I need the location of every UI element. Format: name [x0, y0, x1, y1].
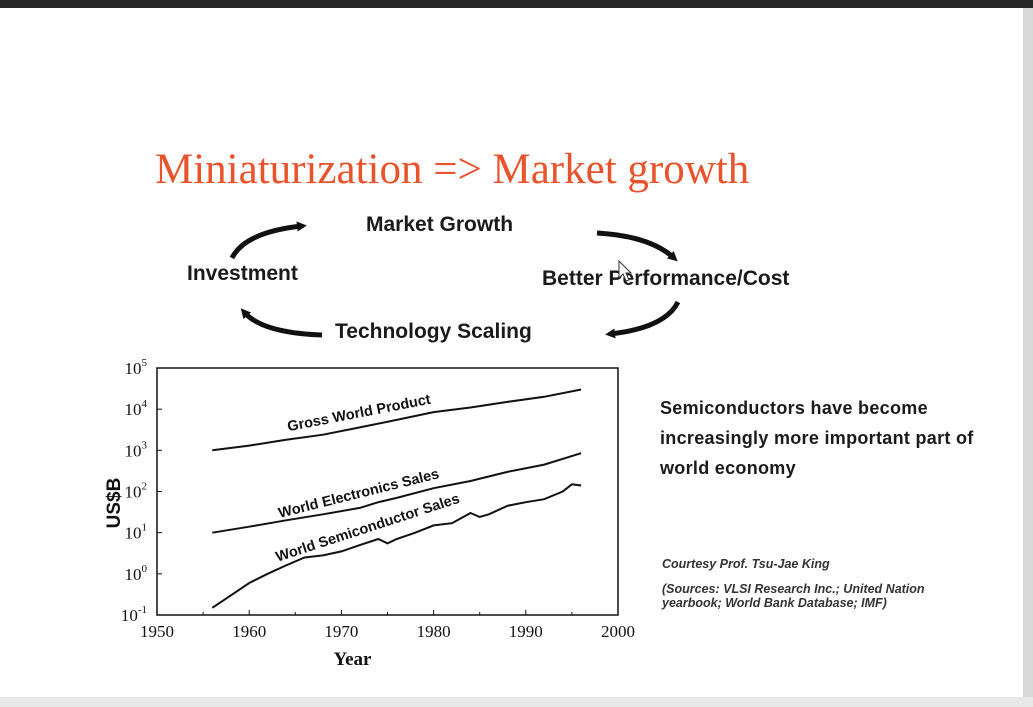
sources-note: (Sources: VLSI Research Inc.; United Nat…	[662, 582, 925, 610]
x-axis-label: Year	[334, 649, 373, 670]
x-tick-label: 2000	[601, 622, 635, 641]
bottom-bar	[0, 697, 1033, 707]
series-line	[211, 483, 582, 609]
top-window-bar	[0, 0, 1033, 8]
y-tick-label: 10-1	[121, 604, 147, 625]
curved-arrow-icon	[596, 230, 678, 262]
better-performance-label: Better Performance/Cost	[542, 267, 790, 290]
y-tick-label: 102	[125, 481, 148, 502]
series-label: Gross World Product	[286, 392, 432, 436]
slide-title: Miniaturization => Market growth	[155, 146, 750, 193]
y-tick-label: 100	[125, 563, 148, 584]
y-tick-label: 104	[125, 398, 148, 419]
side-description: Semiconductors have become increasingly …	[660, 398, 974, 478]
technology-scaling-label: Technology Scaling	[335, 320, 532, 343]
x-tick-label: 1960	[232, 622, 266, 641]
curved-arrow-icon	[240, 308, 323, 338]
x-tick-label: 1990	[509, 622, 543, 641]
market-growth-label: Market Growth	[366, 213, 514, 236]
scrollbar[interactable]	[1023, 8, 1033, 707]
series-line	[212, 452, 582, 534]
curved-arrow-icon	[605, 300, 681, 339]
courtesy-note: Courtesy Prof. Tsu-Jae King	[662, 557, 830, 571]
y-axis-label: US$B	[104, 478, 125, 529]
x-tick-label: 1950	[140, 622, 174, 641]
mouse-cursor-icon	[618, 260, 632, 282]
y-tick-label: 103	[125, 439, 148, 460]
series-line	[212, 388, 582, 452]
x-tick-label: 1970	[324, 622, 358, 641]
market-chart: 1950 1960 1970 1980 1990 2000 10-1 100 101 102 103…	[104, 357, 635, 670]
y-tick-label: 105	[125, 357, 148, 378]
x-tick-label: 1980	[417, 622, 451, 641]
investment-label: Investment	[187, 262, 298, 285]
curved-arrow-icon	[229, 221, 307, 260]
y-tick-label: 101	[125, 522, 148, 543]
